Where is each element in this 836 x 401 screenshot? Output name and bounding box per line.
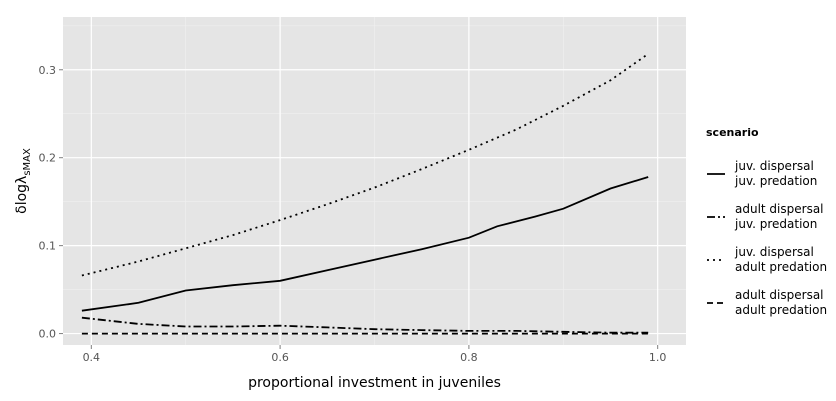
series-line-2 — [81, 316, 649, 334]
y-tick-label: 0.0 — [39, 328, 57, 341]
y-axis-title: δlogλsMAX — [14, 148, 33, 214]
legend-label-line2: adult predation — [735, 303, 827, 317]
legend-label-line1: juv. dispersal — [734, 245, 814, 259]
y-tick-label: 0.1 — [39, 240, 57, 253]
series-lines — [81, 53, 649, 335]
legend-label-line1: adult dispersal — [735, 202, 824, 216]
y-axis-ticks: 0.0 0.1 0.2 0.3 — [39, 64, 63, 341]
legend-label-line2: juv. predation — [734, 217, 817, 231]
x-tick-label: 0.4 — [83, 351, 101, 364]
legend-label-line2: juv. predation — [734, 174, 817, 188]
legend-label-line1: adult dispersal — [735, 288, 824, 302]
svg-text:δlogλsMAX: δlogλsMAX — [14, 148, 33, 214]
x-axis-title: proportional investment in juveniles — [248, 375, 501, 391]
series-line-3 — [81, 53, 649, 277]
y-tick-label: 0.3 — [39, 64, 57, 77]
minor-gridlines — [63, 17, 686, 345]
y-axis-title-subscript: sMAX — [22, 148, 33, 176]
x-axis-ticks: 0.4 0.6 0.8 1.0 — [83, 345, 667, 364]
series-line-1 — [81, 176, 649, 312]
y-tick-label: 0.2 — [39, 152, 57, 165]
x-tick-label: 0.6 — [271, 351, 289, 364]
legend-label-line2: adult predation — [735, 260, 827, 274]
x-tick-label: 0.8 — [460, 351, 478, 364]
legend-title: scenario — [706, 126, 759, 139]
legend-label-line1: juv. dispersal — [734, 159, 814, 173]
y-axis-title-main: δlogλ — [14, 176, 30, 214]
x-tick-label: 1.0 — [649, 351, 667, 364]
